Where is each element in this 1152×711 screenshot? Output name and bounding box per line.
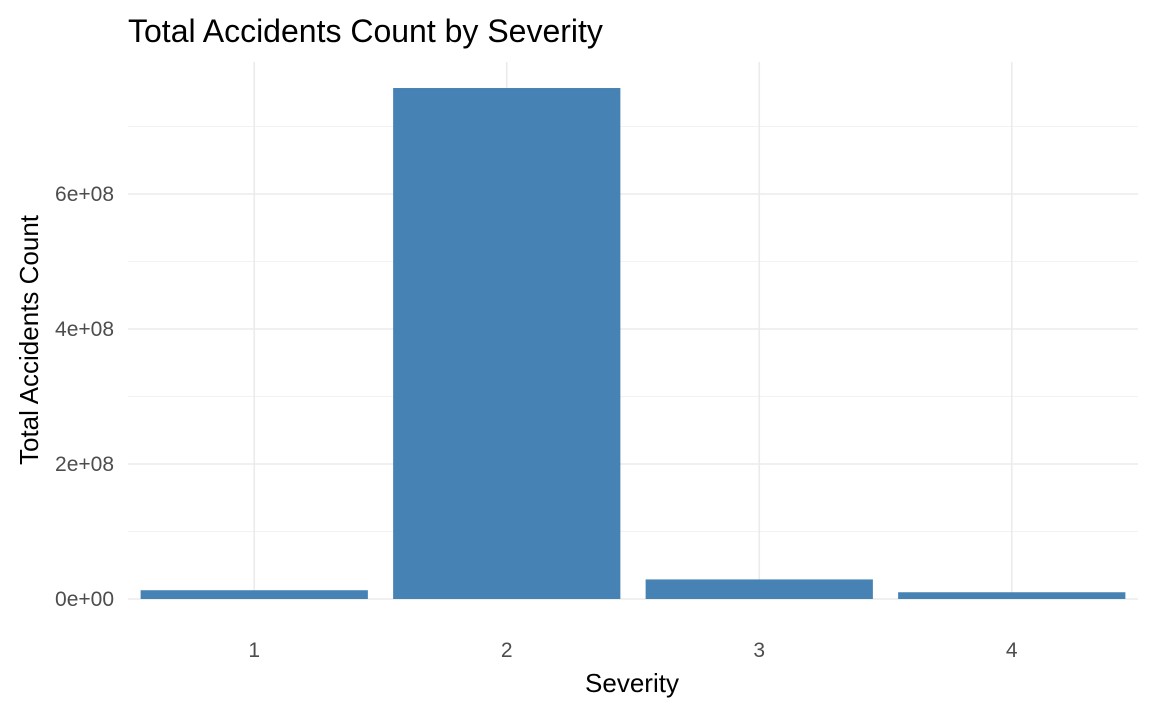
y-tick-label: 2e+08: [55, 453, 114, 476]
y-tick-labels: 0e+00 2e+08 4e+08 6e+08: [55, 183, 114, 611]
x-axis-title: Severity: [585, 668, 679, 698]
y-tick-label: 6e+08: [55, 183, 114, 206]
bars: [140, 88, 1126, 600]
bar-severity-2: [393, 88, 621, 600]
grid-lines: [128, 62, 1138, 600]
x-tick-label: 4: [1006, 639, 1018, 662]
bar-severity-3: [645, 579, 873, 599]
bar-severity-4: [898, 592, 1126, 599]
x-tick-labels: 1 2 3 4: [248, 639, 1018, 662]
y-tick-label: 0e+00: [55, 588, 114, 611]
y-axis-title: Total Accidents Count: [14, 214, 44, 465]
chart-title: Total Accidents Count by Severity: [128, 13, 603, 49]
y-tick-label: 4e+08: [55, 318, 114, 341]
x-tick-label: 3: [753, 639, 765, 662]
bar-severity-1: [140, 590, 368, 599]
x-tick-label: 1: [248, 639, 260, 662]
x-tick-label: 2: [501, 639, 513, 662]
